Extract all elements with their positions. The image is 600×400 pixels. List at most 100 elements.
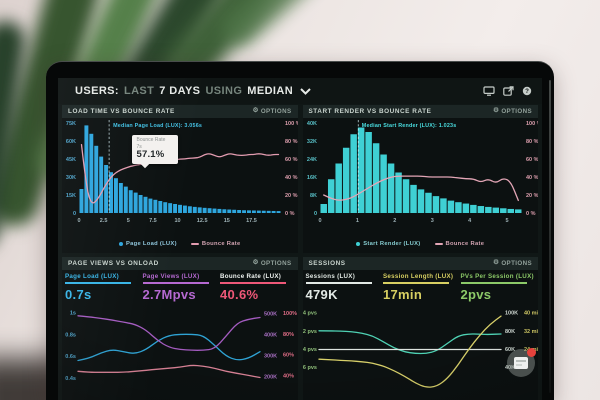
metric-pvs-per-session[interactable]: PVs Per Session (LUX) 2pvs [460,273,534,302]
axis-tick-label: 40% [283,373,294,379]
axis-tick-label: 10 [174,218,180,224]
metric-underline [142,282,209,284]
median-start-render-annotation: Median Start Render (LUX): 1.023s [361,123,457,129]
axis-tick-label: 5 [505,218,508,224]
axis-tick-label: 24K [306,157,316,163]
title-last: LAST [123,85,155,97]
session-length-lux--line [317,315,502,388]
bounce-rate-line [322,175,519,202]
axis-tick-label: 4 pvs [303,311,317,317]
page-views-lines-svg: 1s 0.8s 0.6s 0.4s 500K 400K 300K 200K 100% 80% 60%… [65,310,297,382]
page-load-lux--line [77,333,261,362]
gear-icon: ⚙ [252,107,259,115]
options-button[interactable]: ⚙ OPTIONS [493,107,532,115]
page-title[interactable]: USERS: LAST 7 DAYS USING MEDIAN [75,85,311,97]
axis-tick-label: 0.4s [65,376,76,382]
options-button[interactable]: ⚙ OPTIONS [252,107,292,115]
legend-bounce-rate[interactable]: Bounce Rate [434,241,485,247]
axis-tick-label: 0 [313,211,316,217]
monitor-icon[interactable] [483,86,495,96]
pvs-per-session-lux--line [317,330,502,355]
axis-tick-label: 40K [505,365,515,371]
metric-page-views[interactable]: Page Views (LUX) 2.7Mpvs [142,273,221,304]
metric-underline [460,282,527,284]
axis-tick-label: 20 % [526,193,539,199]
options-button[interactable]: ⚙ OPTIONS [493,259,532,267]
legend-dot-swatch [356,241,361,246]
panel-grid: LOAD TIME VS BOUNCE RATE ⚙ OPTIONS 75K 60… [62,105,538,400]
axis-tick-label: 32K [306,139,316,145]
sessions-lines-svg: 4 pvs 3.2 pvs 2.4 pvs 1.6 pvs 100K 80K 60K 40K 4… [303,311,538,388]
histogram-bars [320,127,521,214]
axis-tick-label: 80K [505,329,515,335]
dashboard-screen: USERS: LAST 7 DAYS USING MEDIAN [58,78,542,400]
panel-page-views-vs-onload: PAGE VIEWS VS ONLOAD ⚙ OPTIONS Page Load… [62,257,298,400]
axis-tick-label: 80 % [285,139,298,145]
legend-line-swatch [434,242,443,245]
load-time-chart-area: 75K 60K 45K 30K 15K 0 100 % 80 % 60 % 40 % 20 % 0 %… [62,118,298,253]
chart-legend: Page Load (LUX) Bounce Rate [62,236,298,251]
axis-tick-label: 100 % [526,121,539,127]
bounce-rate-tooltip: Bounce Rate 7s 57.1% [131,135,178,164]
axis-tick-label: 0 % [285,211,295,217]
axis-tick-label: 100K [505,311,518,317]
axis-tick-label: 2 [393,218,396,224]
axis-tick-label: 80% [283,332,294,338]
header-icons: ? [483,86,532,96]
metric-underline [65,282,131,284]
share-icon[interactable] [503,86,514,96]
axis-tick-label: 17.5 [246,218,257,224]
axis-tick-label: 1.6 pvs [303,365,317,371]
start-render-histogram-svg: 40K 32K 24K 16K 8K 0 100 % 80 % 60 % 40 % 20 % 0 % 0… [306,120,539,224]
axis-tick-label: 60K [66,139,76,145]
axis-tick-label: 1s [70,310,76,316]
help-icon[interactable]: ? [522,86,532,96]
axis-tick-label: 0 [77,218,80,224]
metric-page-load[interactable]: Page Load (LUX) 0.7s [65,273,143,304]
panel-header: PAGE VIEWS VS ONLOAD ⚙ OPTIONS [62,257,298,270]
axis-tick-label: 400K [264,332,277,338]
axis-tick-label: 75K [66,121,76,127]
legend-bounce-rate[interactable]: Bounce Rate [190,241,241,247]
metric-underline [383,282,449,284]
title-median: MEDIAN [247,85,294,97]
gear-icon: ⚙ [493,259,500,267]
metric-session-length[interactable]: Session Length (LUX) 17min [383,273,454,302]
axis-tick-label: 16K [306,175,316,181]
sessions-chart-area: Sessions (LUX) 479K Session Length (LUX)… [303,270,538,400]
notification-badge [527,348,536,357]
page-views-lux--line [77,315,261,351]
bounce-rate-lux--line [77,364,261,379]
axis-tick-label: 60 % [285,157,298,163]
title-users: USERS: [75,85,119,97]
metric-sessions[interactable]: Sessions (LUX) 479K [305,273,384,304]
axis-tick-label: 100% [283,311,297,317]
axis-tick-label: 300K [264,353,277,359]
axis-tick-label: 0 [73,211,76,217]
axis-tick-label: 40 % [526,175,539,181]
axis-tick-label: 30K [66,175,76,181]
axis-tick-label: 1 [355,218,358,224]
metric-bounce-rate[interactable]: Bounce Rate (LUX) 40.6% [220,273,298,304]
panel-title: SESSIONS [308,260,346,267]
chevron-down-icon[interactable] [300,87,311,95]
legend-page-load[interactable]: Page Load (LUX) [118,241,177,247]
feedback-widget-button[interactable] [507,348,536,377]
tooltip-value: 57.1% [136,149,165,160]
panel-start-render-vs-bounce-rate: START RENDER VS BOUNCE RATE ⚙ OPTIONS 40… [302,105,539,253]
options-button[interactable]: ⚙ OPTIONS [252,259,292,267]
axis-tick-label: 8K [309,193,316,199]
axis-tick-label: 40 % [285,175,298,181]
axis-tick-label: 2.4 pvs [303,347,317,353]
metric-underline [220,282,286,284]
axis-tick-label: 0 % [526,211,536,217]
metrics-row: Page Load (LUX) 0.7s Page Views (LUX) 2.… [62,270,298,304]
axis-tick-label: 60K [505,347,515,353]
cards-icon [514,357,528,369]
legend-start-render[interactable]: Start Render (LUX) [356,241,420,247]
axis-tick-label: 500K [264,311,277,317]
histogram-bars [79,125,281,213]
axis-tick-label: 15 [224,218,230,224]
axis-tick-label: 3.2 pvs [303,329,317,335]
